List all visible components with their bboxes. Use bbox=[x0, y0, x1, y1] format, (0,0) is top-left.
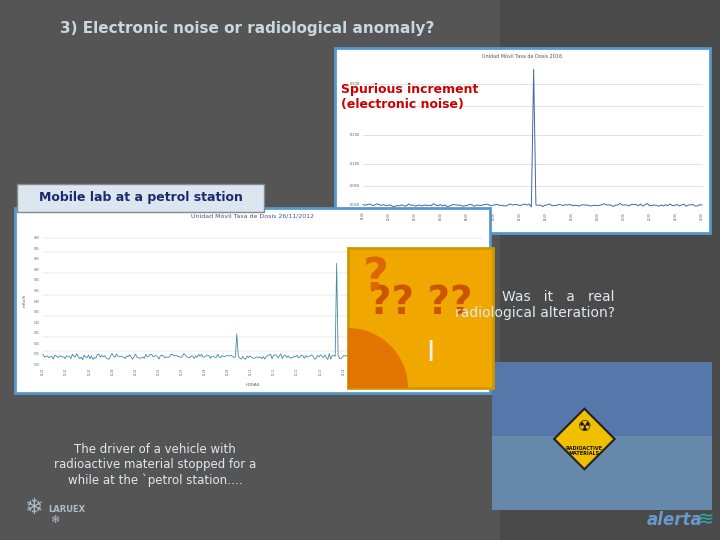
FancyBboxPatch shape bbox=[335, 48, 710, 233]
Text: 11-12: 11-12 bbox=[295, 368, 299, 375]
Text: 02:00: 02:00 bbox=[387, 212, 391, 219]
Text: 11-03: 11-03 bbox=[87, 368, 91, 375]
Text: 11-13: 11-13 bbox=[318, 368, 323, 375]
Text: 11-15: 11-15 bbox=[364, 368, 369, 375]
Text: Mobile lab at a petrol station: Mobile lab at a petrol station bbox=[39, 192, 243, 205]
Text: 26:00: 26:00 bbox=[700, 212, 704, 220]
Text: ☢: ☢ bbox=[577, 420, 591, 435]
Text: LARUEX: LARUEX bbox=[48, 505, 85, 515]
Text: 22:00: 22:00 bbox=[648, 212, 652, 220]
Text: 24:00: 24:00 bbox=[674, 212, 678, 220]
Text: 11-09: 11-09 bbox=[226, 368, 230, 375]
Text: Spurious increment
(electronic noise): Spurious increment (electronic noise) bbox=[341, 83, 478, 111]
Text: 0.200: 0.200 bbox=[350, 133, 360, 137]
Text: 0,00: 0,00 bbox=[35, 363, 40, 367]
Text: 10:00: 10:00 bbox=[491, 212, 495, 219]
Text: 11-18: 11-18 bbox=[433, 368, 438, 375]
Text: 11-11: 11-11 bbox=[272, 368, 276, 375]
Text: 3) Electronic noise or radiological anomaly?: 3) Electronic noise or radiological anom… bbox=[60, 21, 434, 36]
Text: 11-05: 11-05 bbox=[133, 368, 138, 375]
Text: 0,25: 0,25 bbox=[34, 310, 40, 314]
Text: ≋: ≋ bbox=[698, 510, 714, 530]
Text: 11-17: 11-17 bbox=[410, 368, 415, 375]
Text: ❄: ❄ bbox=[24, 498, 42, 518]
Text: 0,15: 0,15 bbox=[34, 331, 40, 335]
Text: 11-08: 11-08 bbox=[203, 368, 207, 375]
Text: 11-19: 11-19 bbox=[457, 368, 461, 375]
Text: 0,45: 0,45 bbox=[34, 268, 40, 272]
Text: 0,05: 0,05 bbox=[35, 353, 40, 356]
Text: The driver of a vehicle with
radioactive material stopped for a
while at the `pe: The driver of a vehicle with radioactive… bbox=[54, 443, 256, 487]
Text: 0,10: 0,10 bbox=[34, 342, 40, 346]
FancyBboxPatch shape bbox=[15, 208, 490, 393]
Text: 0,50: 0,50 bbox=[35, 257, 40, 261]
FancyBboxPatch shape bbox=[492, 362, 712, 510]
Text: HORAS: HORAS bbox=[246, 383, 260, 387]
Text: ?: ? bbox=[363, 256, 389, 300]
Text: 11-07: 11-07 bbox=[179, 368, 184, 375]
Text: 11-06: 11-06 bbox=[156, 368, 161, 375]
Polygon shape bbox=[554, 409, 615, 469]
Text: 0,55: 0,55 bbox=[35, 247, 40, 251]
Text: 11-04: 11-04 bbox=[110, 368, 114, 375]
FancyBboxPatch shape bbox=[17, 184, 264, 212]
Text: 0.020: 0.020 bbox=[350, 203, 360, 207]
Text: 08:00: 08:00 bbox=[465, 212, 469, 219]
Text: 0,40: 0,40 bbox=[34, 279, 40, 282]
Text: RADIOACTIVE
MATERIALS: RADIOACTIVE MATERIALS bbox=[566, 446, 603, 456]
Text: 00:00: 00:00 bbox=[361, 212, 365, 219]
Text: 20:00: 20:00 bbox=[622, 212, 626, 219]
Text: 0.050: 0.050 bbox=[350, 184, 360, 188]
Text: 11-10: 11-10 bbox=[249, 368, 253, 375]
Text: 16:00: 16:00 bbox=[570, 212, 574, 220]
Text: 11-20: 11-20 bbox=[480, 368, 484, 375]
Text: 0,20: 0,20 bbox=[34, 321, 40, 325]
Text: ?? ??: ?? ?? bbox=[369, 284, 472, 322]
Text: alerta: alerta bbox=[647, 511, 703, 529]
Text: 0,35: 0,35 bbox=[34, 289, 40, 293]
Text: 0,30: 0,30 bbox=[34, 300, 40, 303]
FancyBboxPatch shape bbox=[492, 362, 712, 436]
Text: Unidad Móvil Tasa de Dosis 26/11/2012: Unidad Móvil Tasa de Dosis 26/11/2012 bbox=[191, 214, 314, 219]
Text: 11-02: 11-02 bbox=[64, 368, 68, 375]
Text: Was   it   a   real
radiological alteration?: Was it a real radiological alteration? bbox=[455, 290, 615, 320]
Text: 0.500: 0.500 bbox=[350, 82, 360, 86]
FancyBboxPatch shape bbox=[348, 248, 493, 388]
Text: Unidad Móvil Tasa de Dosis 2016: Unidad Móvil Tasa de Dosis 2016 bbox=[482, 53, 562, 58]
Text: 0.100: 0.100 bbox=[350, 162, 360, 166]
Text: 11-16: 11-16 bbox=[387, 368, 392, 375]
Bar bbox=[500, 0, 720, 540]
Text: 04:00: 04:00 bbox=[413, 212, 417, 219]
Text: mSv/h: mSv/h bbox=[23, 294, 27, 307]
Text: 06:00: 06:00 bbox=[439, 212, 444, 219]
Text: 11-14: 11-14 bbox=[341, 368, 346, 375]
Text: I: I bbox=[426, 339, 435, 367]
Text: ❄: ❄ bbox=[50, 515, 60, 525]
Text: 11-01: 11-01 bbox=[41, 368, 45, 375]
Text: 14:00: 14:00 bbox=[544, 212, 547, 220]
Text: 18:00: 18:00 bbox=[595, 212, 600, 220]
Text: 0,60: 0,60 bbox=[34, 236, 40, 240]
Wedge shape bbox=[348, 328, 408, 388]
Text: 12:00: 12:00 bbox=[518, 212, 521, 220]
